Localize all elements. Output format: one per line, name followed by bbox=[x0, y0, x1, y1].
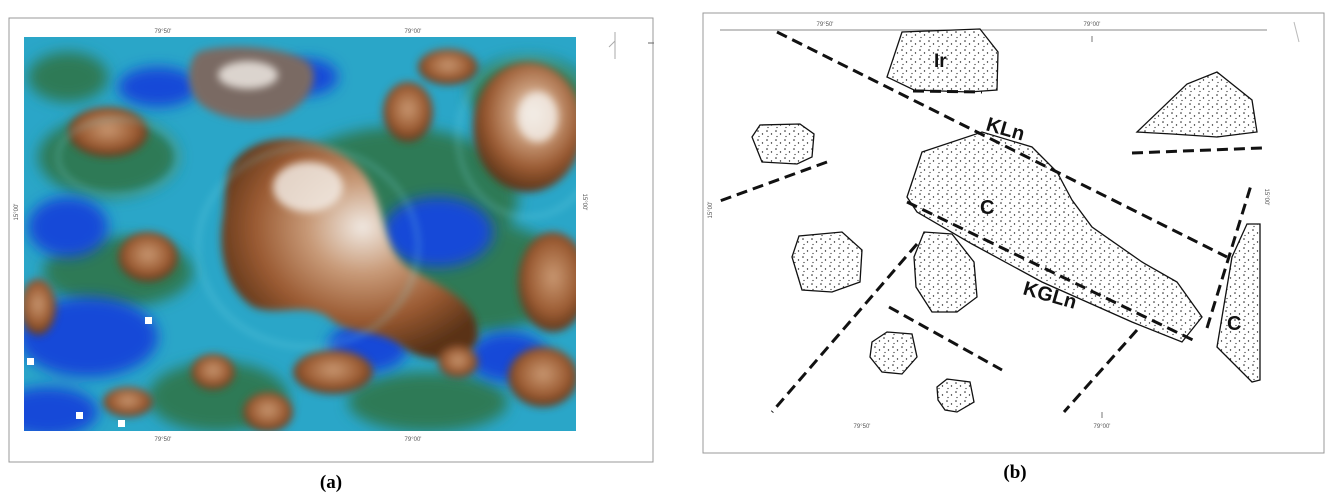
body-upper-left-small bbox=[751, 123, 815, 165]
label-c-right: C bbox=[1227, 313, 1241, 335]
tick-top-2: 79°00' bbox=[1084, 22, 1101, 28]
lineaments bbox=[716, 30, 1263, 413]
body-center-mid bbox=[913, 231, 978, 313]
body-tiny-bottom bbox=[936, 378, 975, 413]
geologic-map: Ir KLn C KGLn C 79°50' 79°00' 79°50' 79°… bbox=[702, 12, 1325, 454]
tick-bottom-2: 79°00' bbox=[1094, 424, 1111, 430]
tick-left: 15°00' bbox=[708, 202, 714, 219]
caption-a: (a) bbox=[319, 472, 343, 493]
tick-bottom-1: 79°50' bbox=[155, 437, 172, 443]
panel-a: 79°50' 79°00' 79°50' 79°00' 15°00' 15°00… bbox=[8, 2, 660, 463]
map-raster bbox=[24, 37, 576, 431]
tick-left: 15°00' bbox=[14, 204, 20, 221]
tick-top-1: 79°50' bbox=[155, 29, 172, 35]
tick-top-1: 79°50' bbox=[817, 22, 834, 28]
tick-bottom-1: 79°50' bbox=[854, 424, 871, 430]
tick-right: 15°00' bbox=[1263, 189, 1269, 206]
body-left-mid bbox=[791, 231, 863, 293]
caption-b: (b) bbox=[1003, 462, 1027, 483]
label-c-center: C bbox=[980, 197, 994, 219]
tick-right: 15°00' bbox=[581, 194, 587, 211]
panel-b: Ir KLn C KGLn C 79°50' 79°00' 79°50' 79°… bbox=[702, 12, 1325, 454]
body-central-c bbox=[906, 131, 1203, 343]
body-upper-right bbox=[1135, 71, 1258, 138]
label-ir: Ir bbox=[934, 51, 947, 72]
body-small-lower bbox=[869, 331, 918, 375]
tick-top-2: 79°00' bbox=[405, 29, 422, 35]
body-right-c bbox=[1216, 223, 1261, 383]
relief-map: 79°50' 79°00' 79°50' 79°00' 15°00' 15°00… bbox=[8, 2, 660, 463]
tick-bottom-2: 79°00' bbox=[405, 437, 422, 443]
